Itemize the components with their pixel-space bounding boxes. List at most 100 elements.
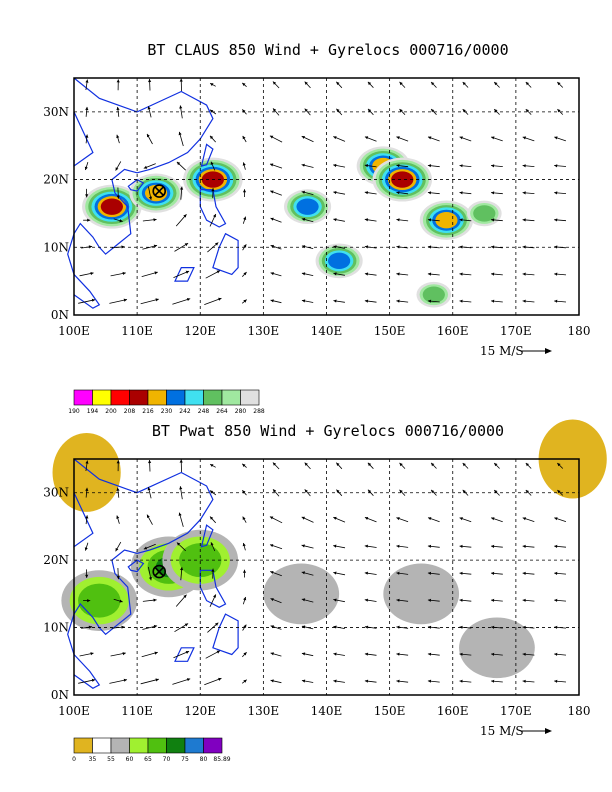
colorbar-swatch — [166, 737, 186, 754]
wind-arrow-head — [396, 598, 400, 602]
wind-arrow-head — [304, 489, 308, 493]
wind-arrow-head — [301, 544, 305, 548]
wind-arrow-head — [396, 571, 400, 575]
coastline-island — [200, 524, 214, 548]
wind-arrow-head — [301, 272, 306, 276]
wind-arrow-head — [211, 568, 215, 572]
wind-arrow-head — [333, 679, 337, 683]
wind-arrow-head — [522, 136, 527, 140]
colorbar-swatch — [129, 737, 149, 754]
wind-arrow-head — [491, 245, 495, 249]
wind-arrow-head — [459, 136, 463, 140]
wind-arrow-head — [554, 517, 558, 521]
wind-arrow-head — [364, 272, 369, 276]
wind-arrow-head — [491, 272, 495, 276]
wind-arrow-head — [427, 299, 432, 303]
wind-arrow-head — [115, 167, 119, 171]
gyre-marker — [152, 184, 167, 198]
wind-arrow-head — [336, 108, 340, 113]
wind-arrow-head — [428, 517, 432, 521]
wind-arrow-head — [209, 490, 214, 494]
panel-claus: BT CLAUS 850 Wind + Gyrelocs 000716/0000… — [43, 41, 590, 415]
wind-arrow-head — [554, 245, 558, 249]
colorbar-label: 85.89 — [213, 756, 230, 763]
wind-arrow-head — [462, 109, 466, 113]
wind-arrow-head — [243, 679, 247, 683]
wind-arrow-head — [270, 625, 274, 629]
wind-arrow-head — [179, 459, 183, 463]
wind-arrow-head — [85, 134, 89, 138]
wind-arrow-head — [153, 244, 158, 248]
field-region — [422, 286, 445, 303]
x-tick-label: 140E — [311, 324, 343, 338]
wind-arrow-head — [210, 464, 214, 467]
colorbar-label: 208 — [124, 408, 136, 415]
wind-arrow-head — [522, 517, 527, 521]
wind-arrow-head — [367, 462, 372, 467]
wind-arrow-head — [522, 571, 526, 575]
reference-arrow-head — [545, 348, 552, 354]
wind-arrow-head — [243, 597, 247, 601]
colorbar-swatch — [166, 389, 186, 406]
wind-arrow-head — [301, 136, 305, 139]
wind-arrow-head — [431, 82, 435, 86]
wind-arrow-head — [333, 571, 337, 575]
wind-arrow-head — [396, 164, 400, 168]
y-tick-label: 0N — [51, 688, 69, 702]
wind-arrow-head — [155, 298, 159, 302]
wind-arrow-head — [178, 512, 182, 516]
wind-arrow-head — [270, 244, 274, 248]
wind-arrow-head — [116, 515, 120, 519]
colorbar-label: 190 — [68, 408, 80, 415]
colorbar-swatch — [92, 389, 112, 406]
wind-arrow-head — [116, 576, 120, 580]
panel-title: BT Pwat 850 Wind + Gyrelocs 000716/0000 — [152, 422, 504, 440]
wind-arrow-head — [554, 652, 558, 656]
colorbar: 0 35 55 60 65 70 75 80 85.89 — [72, 737, 231, 763]
wind-arrow-head — [459, 571, 463, 575]
wind-arrow-head — [179, 78, 183, 82]
colorbar-swatch — [184, 389, 204, 406]
wind-arrow-head — [304, 81, 308, 85]
gyre-circle — [152, 564, 167, 579]
wind-arrow-head — [491, 164, 495, 168]
reference-vector: 15 M/S — [480, 724, 552, 738]
wind-arrow-head — [273, 108, 277, 112]
wind-arrow-head — [215, 622, 219, 626]
colorbar-swatch — [203, 737, 223, 754]
x-tick-label: 150E — [374, 324, 406, 338]
wind-arrow-head — [522, 652, 526, 656]
field-region — [435, 212, 458, 229]
wind-arrow-head — [462, 82, 466, 86]
wind-arrow-head — [301, 652, 306, 656]
wind-arrow-head — [119, 219, 123, 223]
wind-arrow-head — [87, 599, 91, 603]
colorbar-swatch — [203, 389, 223, 406]
wind-arrow-head — [209, 109, 214, 113]
colorbar-label: 242 — [179, 408, 191, 415]
colorbar-swatch — [147, 389, 167, 406]
wind-arrow-head — [210, 161, 214, 165]
wind-arrow-head — [364, 191, 368, 195]
wind-arrow-head — [210, 83, 214, 87]
wind-arrow-head — [364, 164, 368, 168]
wind-arrow-head — [396, 272, 400, 276]
wind-arrow-head — [459, 517, 463, 521]
wind-arrow-head — [143, 546, 148, 550]
wind-arrow-head — [242, 162, 246, 166]
wind-arrow — [172, 678, 191, 685]
wind-arrow-head — [368, 489, 372, 493]
wind-arrow-head — [367, 81, 372, 86]
wind-arrow-head — [333, 272, 337, 276]
wind-arrow-head — [147, 487, 151, 491]
wind-arrow-head — [301, 163, 305, 167]
precipitable-water-field — [52, 419, 607, 679]
wind-arrow-head — [153, 598, 157, 602]
reference-arrow-head — [545, 728, 552, 734]
colorbar-label: 248 — [198, 408, 210, 415]
wind-arrow-head — [333, 191, 337, 195]
coastline-island — [212, 232, 239, 276]
wind-arrow-head — [154, 271, 158, 275]
wind-arrow-head — [85, 574, 89, 578]
x-tick-label: 110E — [121, 704, 153, 718]
